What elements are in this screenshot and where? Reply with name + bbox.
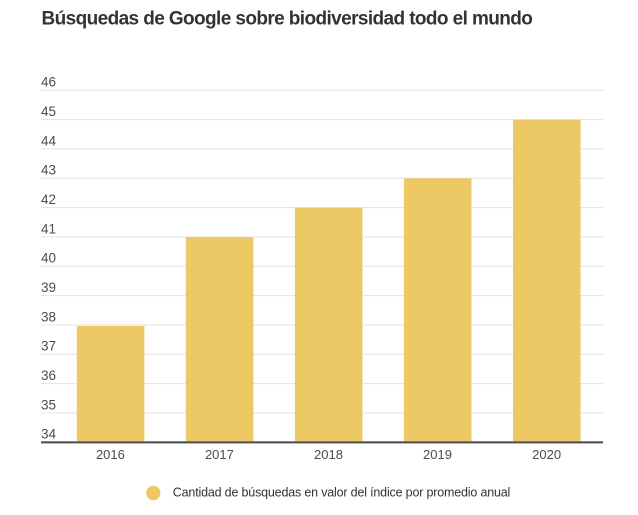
svg-text:34: 34 bbox=[41, 427, 57, 442]
svg-text:Búsquedas de Google sobre biod: Búsquedas de Google sobre biodiversidad … bbox=[42, 8, 533, 29]
svg-text:44: 44 bbox=[41, 133, 57, 148]
svg-text:39: 39 bbox=[41, 280, 56, 295]
svg-text:42: 42 bbox=[41, 192, 56, 207]
svg-text:41: 41 bbox=[41, 221, 56, 236]
svg-text:Cantidad de búsquedas en valor: Cantidad de búsquedas en valor del índic… bbox=[173, 486, 510, 500]
svg-text:35: 35 bbox=[41, 397, 56, 412]
svg-text:2017: 2017 bbox=[205, 447, 234, 462]
svg-text:46: 46 bbox=[41, 75, 56, 90]
svg-text:2020: 2020 bbox=[532, 447, 561, 462]
svg-text:40: 40 bbox=[41, 251, 56, 266]
svg-text:36: 36 bbox=[41, 368, 56, 383]
svg-text:2016: 2016 bbox=[96, 447, 125, 462]
svg-text:43: 43 bbox=[41, 163, 56, 178]
svg-text:38: 38 bbox=[41, 309, 56, 324]
svg-text:2018: 2018 bbox=[314, 447, 343, 462]
svg-text:37: 37 bbox=[41, 339, 56, 354]
svg-text:2019: 2019 bbox=[423, 447, 452, 462]
svg-text:45: 45 bbox=[41, 104, 56, 119]
